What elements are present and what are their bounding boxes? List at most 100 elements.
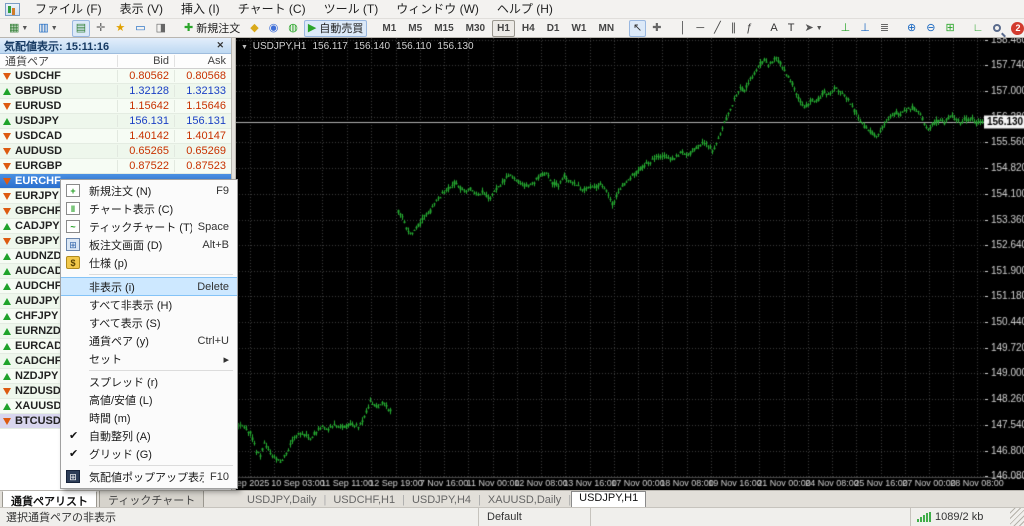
strategy-tester-button[interactable]: ◨ xyxy=(152,20,170,37)
context-menu-hide-all[interactable]: すべて非表示 (H) xyxy=(61,296,237,314)
menu-file[interactable]: ファイル (F) xyxy=(35,2,102,16)
chart-tab-usdchf-h1[interactable]: USDCHF,H1 xyxy=(333,494,396,506)
timeframe-m15[interactable]: M15 xyxy=(434,22,454,34)
market-watch-header: 気配値表示: 15:11:16 ✕ xyxy=(0,38,231,54)
trendline-button[interactable]: ╱ xyxy=(710,20,725,37)
vertical-line-button[interactable]: │ xyxy=(675,20,690,37)
context-menu-new-order[interactable]: + 新規注文 (N) F9 xyxy=(61,182,237,200)
chart-tab-usdjpy-daily[interactable]: USDJPY,Daily xyxy=(247,494,317,506)
context-menu-grid[interactable]: ✔ グリッド (G) xyxy=(61,445,237,463)
notifications-button[interactable]: 2 xyxy=(1007,20,1024,37)
column-ask[interactable]: Ask xyxy=(174,55,231,67)
context-menu-time[interactable]: 時間 (m) xyxy=(61,409,237,427)
tab-tick-chart[interactable]: ティックチャート xyxy=(99,491,205,508)
caret-down-icon: ▼ xyxy=(50,24,58,32)
context-menu-spread[interactable]: スプレッド (r) xyxy=(61,373,237,391)
timeframe-h4[interactable]: H4 xyxy=(521,22,535,34)
symbol-name: GBPJPY xyxy=(0,235,117,247)
chart-shift-button[interactable]: ∟ xyxy=(969,20,988,37)
chevron-down-icon[interactable]: ▼ xyxy=(241,44,248,51)
navigator-button[interactable]: ★ xyxy=(111,20,129,37)
symbol-row-usdcad[interactable]: USDCAD 1.40142 1.40147 xyxy=(0,129,231,144)
resize-grip[interactable] xyxy=(1010,508,1024,526)
symbol-row-usdchf[interactable]: USDCHF 0.80562 0.80568 xyxy=(0,69,231,84)
timeframe-d1[interactable]: D1 xyxy=(546,22,560,34)
context-menu-chart-window[interactable]: ‖ チャート表示 (C) xyxy=(61,200,237,218)
timeframe-h1[interactable]: H1 xyxy=(492,19,515,37)
profiles-button[interactable]: ▥ ▼ xyxy=(34,20,61,37)
menu-insert[interactable]: 挿入 (I) xyxy=(181,2,220,16)
market-watch-icon: ▤ xyxy=(75,21,87,34)
bid-value: 0.87522 xyxy=(117,160,174,172)
symbol-row-audusd[interactable]: AUDUSD 0.65265 0.65269 xyxy=(0,144,231,159)
indicators-button[interactable]: ⊥ xyxy=(837,20,855,37)
context-menu-tick-chart[interactable]: ~ ティックチャート (T) Space xyxy=(61,218,237,236)
chart-window[interactable]: ▼ USDJPY,H1 156.117 156.140 156.110 156.… xyxy=(236,38,1024,490)
chart-tab-xauusd-daily[interactable]: XAUUSD,Daily xyxy=(487,494,562,506)
column-bid[interactable]: Bid xyxy=(117,55,174,67)
context-menu-hide[interactable]: 非表示 (i) Delete xyxy=(61,277,237,296)
context-menu-high-low[interactable]: 高値/安値 (L) xyxy=(61,391,237,409)
symbol-row-eurgbp[interactable]: EURGBP 0.87522 0.87523 xyxy=(0,159,231,174)
context-menu-sets[interactable]: セット ▸ xyxy=(61,350,237,368)
ask-value: 0.65269 xyxy=(174,145,231,157)
horizontal-line-button[interactable]: ─ xyxy=(692,20,708,37)
new-chart-button[interactable]: ▦ ▼ xyxy=(5,20,32,37)
context-menu-symbols[interactable]: 通貨ペア (y) Ctrl+U xyxy=(61,332,237,350)
signals-button[interactable]: ◍ xyxy=(284,20,302,37)
terminal-button[interactable]: ▭ xyxy=(131,20,149,37)
symbol-row-usdjpy[interactable]: USDJPY 156.131 156.131 xyxy=(0,114,231,129)
symbol-name: CADCHF xyxy=(0,355,117,367)
zoom-out-button[interactable]: ⊖ xyxy=(922,20,939,37)
menu-charts[interactable]: チャート (C) xyxy=(237,2,306,16)
new-order-button-label: 新規注文 xyxy=(196,23,241,35)
ohlc-low: 156.110 xyxy=(396,41,432,52)
print-button[interactable]: ◉ xyxy=(265,20,283,37)
context-menu-auto-arrange[interactable]: ✔ 自動整列 (A) xyxy=(61,427,237,445)
menu-help[interactable]: ヘルプ (H) xyxy=(496,2,553,16)
caret-down-icon: ▼ xyxy=(21,24,29,32)
timeframe-m5[interactable]: M5 xyxy=(408,22,423,34)
new-order-button[interactable]: ✚ 新規注文 xyxy=(180,20,244,37)
timeframe-m1[interactable]: M1 xyxy=(382,22,397,34)
objects-list-button[interactable]: ≣ xyxy=(876,20,893,37)
chart-tab-usdjpy-h4[interactable]: USDJPY,H4 xyxy=(411,494,472,506)
market-watch-button[interactable]: ▤ xyxy=(71,19,91,37)
context-menu-specification[interactable]: $ 仕様 (p) xyxy=(61,254,237,272)
data-window-button[interactable]: ✛ xyxy=(92,20,109,37)
tab-symbols-list[interactable]: 通貨ペアリスト xyxy=(2,491,97,508)
fibonacci-button[interactable]: ƒ xyxy=(742,20,756,37)
chart-tab-usdjpy-h1[interactable]: USDJPY,H1 xyxy=(571,491,647,508)
context-menu-show-all[interactable]: すべて表示 (S) xyxy=(61,314,237,332)
candlestick-chart[interactable] xyxy=(236,38,1024,490)
timeframe-w1[interactable]: W1 xyxy=(571,22,587,34)
status-hint: 選択通貨ペアの非表示 xyxy=(6,512,116,524)
search-button[interactable] xyxy=(989,20,1005,37)
menu-view[interactable]: 表示 (V) xyxy=(119,2,164,16)
timeframe-m30[interactable]: M30 xyxy=(465,22,486,34)
timeframe-mn[interactable]: MN xyxy=(598,22,615,34)
context-menu-popup-prices[interactable]: ⊞ 気配値ポップアップ表示 (P) F10 xyxy=(61,468,237,486)
menu-window[interactable]: ウィンドウ (W) xyxy=(396,2,479,16)
tile-windows-button[interactable]: ⊞ xyxy=(941,20,958,37)
symbol-row-gbpusd[interactable]: GBPUSD 1.32128 1.32133 xyxy=(0,84,231,99)
text-button[interactable]: A xyxy=(766,20,781,37)
zoom-in-button[interactable]: ⊕ xyxy=(903,20,920,37)
crosshair-button[interactable]: ✚ xyxy=(648,20,665,37)
symbol-name: AUDCHF xyxy=(0,280,117,292)
cursor-button[interactable]: ↖ xyxy=(629,19,647,37)
symbol-row-eurusd[interactable]: EURUSD 1.15642 1.15646 xyxy=(0,99,231,114)
menu-item-label: 気配値ポップアップ表示 (P) xyxy=(89,472,205,484)
profile-selector[interactable]: Default xyxy=(478,508,590,526)
shapes-button[interactable]: ➤ ▼ xyxy=(800,20,826,37)
channel-button[interactable]: ∥ xyxy=(727,20,741,37)
autotrading-button[interactable]: ▶ 自動売買 xyxy=(303,19,368,37)
metaeditor-button[interactable]: ◆ xyxy=(246,20,262,37)
column-symbol[interactable]: 通貨ペア xyxy=(5,56,49,68)
close-icon[interactable]: ✕ xyxy=(216,40,224,50)
indicator-windows-button[interactable]: ⊥ xyxy=(856,20,874,37)
text-label-button[interactable]: T xyxy=(784,20,799,37)
context-menu-depth-of-market[interactable]: ⊞ 板注文画面 (D) Alt+B xyxy=(61,236,237,254)
menu-tools[interactable]: ツール (T) xyxy=(323,2,379,16)
profiles-icon: ▥ xyxy=(38,21,49,34)
